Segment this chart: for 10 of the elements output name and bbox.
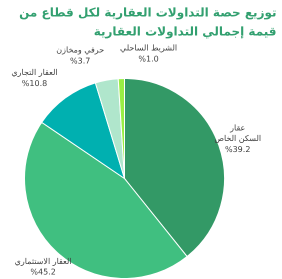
slice-label: العقار الاستثماري bbox=[14, 256, 72, 266]
data-label: %45.2 bbox=[30, 268, 56, 277]
data-label: %1.0 bbox=[138, 54, 159, 64]
data-label: %3.7 bbox=[70, 56, 90, 66]
slice-label: حرفي ومخازن bbox=[56, 46, 104, 55]
slice-label: العقار التجاري bbox=[11, 68, 58, 77]
chart-title: توزيع حصة التداولات العقارية لكل قطاع من قيمة إجمالي التداولات العقارية bbox=[19, 6, 276, 38]
data-label: %39.2 bbox=[225, 145, 250, 154]
slice-label: الشريط الساحلي bbox=[120, 44, 178, 53]
data-label: %10.8 bbox=[22, 78, 48, 88]
